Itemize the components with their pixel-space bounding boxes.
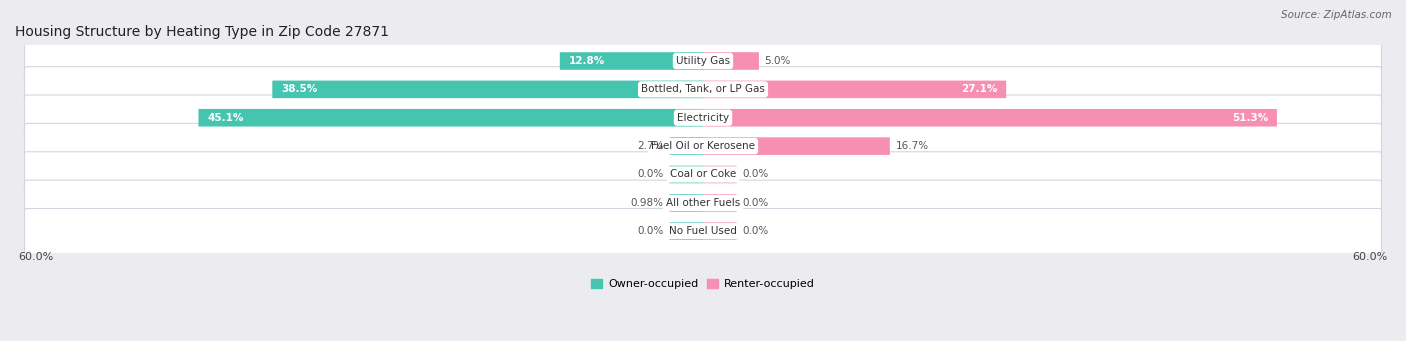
Text: 2.7%: 2.7% xyxy=(637,141,664,151)
FancyBboxPatch shape xyxy=(703,109,1277,127)
FancyBboxPatch shape xyxy=(24,123,1382,169)
Text: 60.0%: 60.0% xyxy=(1353,252,1388,262)
FancyBboxPatch shape xyxy=(24,95,1382,140)
Text: Source: ZipAtlas.com: Source: ZipAtlas.com xyxy=(1281,10,1392,20)
FancyBboxPatch shape xyxy=(703,52,759,70)
Text: Bottled, Tank, or LP Gas: Bottled, Tank, or LP Gas xyxy=(641,84,765,94)
FancyBboxPatch shape xyxy=(24,152,1382,197)
Text: Utility Gas: Utility Gas xyxy=(676,56,730,66)
Text: All other Fuels: All other Fuels xyxy=(666,198,740,208)
Text: Housing Structure by Heating Type in Zip Code 27871: Housing Structure by Heating Type in Zip… xyxy=(15,25,389,39)
FancyBboxPatch shape xyxy=(24,38,1382,84)
FancyBboxPatch shape xyxy=(24,66,1382,112)
Text: Coal or Coke: Coal or Coke xyxy=(669,169,737,179)
Text: 45.1%: 45.1% xyxy=(208,113,243,123)
FancyBboxPatch shape xyxy=(669,166,703,183)
FancyBboxPatch shape xyxy=(24,180,1382,225)
FancyBboxPatch shape xyxy=(669,137,703,155)
FancyBboxPatch shape xyxy=(560,52,703,70)
FancyBboxPatch shape xyxy=(703,137,890,155)
Text: 5.0%: 5.0% xyxy=(765,56,792,66)
FancyBboxPatch shape xyxy=(669,222,703,240)
Text: 0.0%: 0.0% xyxy=(742,226,769,236)
Legend: Owner-occupied, Renter-occupied: Owner-occupied, Renter-occupied xyxy=(586,275,820,294)
Text: 12.8%: 12.8% xyxy=(569,56,605,66)
Text: Electricity: Electricity xyxy=(676,113,730,123)
Text: 0.0%: 0.0% xyxy=(742,198,769,208)
Text: 0.0%: 0.0% xyxy=(742,169,769,179)
FancyBboxPatch shape xyxy=(273,80,703,98)
Text: 0.0%: 0.0% xyxy=(637,226,664,236)
Text: 16.7%: 16.7% xyxy=(896,141,928,151)
FancyBboxPatch shape xyxy=(703,222,737,240)
Text: 51.3%: 51.3% xyxy=(1232,113,1268,123)
Text: Fuel Oil or Kerosene: Fuel Oil or Kerosene xyxy=(651,141,755,151)
Text: 27.1%: 27.1% xyxy=(960,84,997,94)
Text: No Fuel Used: No Fuel Used xyxy=(669,226,737,236)
Text: 60.0%: 60.0% xyxy=(18,252,53,262)
Text: 0.98%: 0.98% xyxy=(631,198,664,208)
FancyBboxPatch shape xyxy=(703,194,737,212)
FancyBboxPatch shape xyxy=(198,109,703,127)
FancyBboxPatch shape xyxy=(24,208,1382,254)
FancyBboxPatch shape xyxy=(703,80,1007,98)
Text: 0.0%: 0.0% xyxy=(637,169,664,179)
FancyBboxPatch shape xyxy=(669,194,703,212)
Text: 38.5%: 38.5% xyxy=(281,84,318,94)
FancyBboxPatch shape xyxy=(703,166,737,183)
